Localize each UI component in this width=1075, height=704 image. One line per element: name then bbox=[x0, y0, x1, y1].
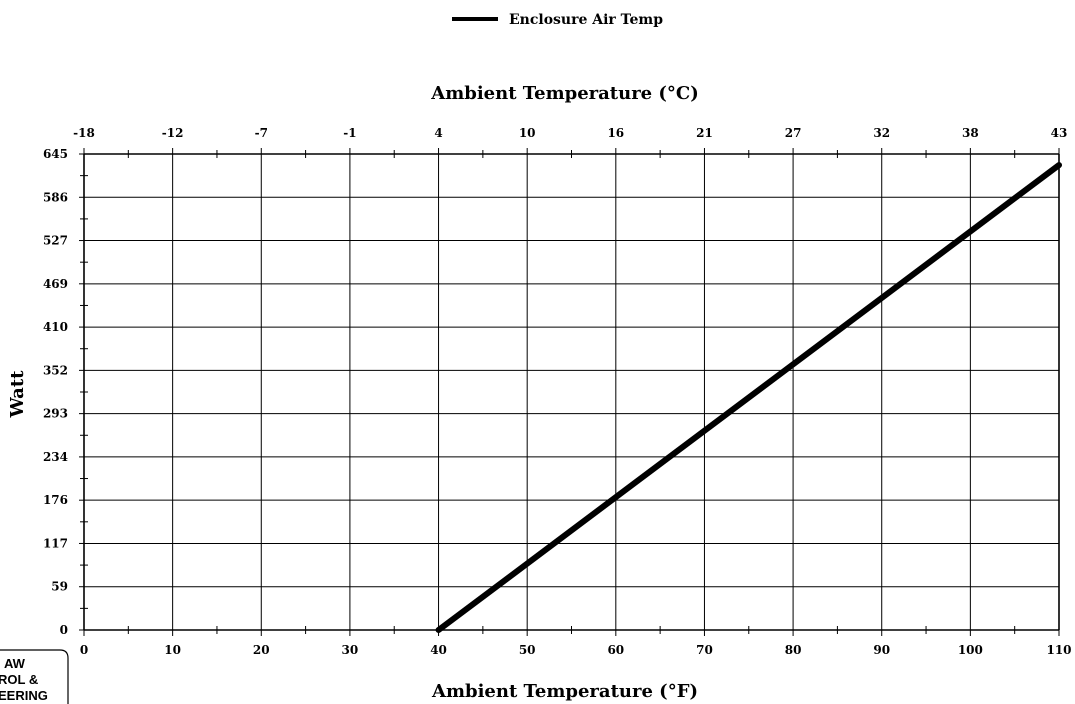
x-tick-label-c: -1 bbox=[343, 126, 356, 140]
tick-labels: 0 10 20 30 40 50 60 70 80 90 100 110-18 -12 -7 -1 4 10 16… bbox=[43, 126, 1072, 657]
company-logo: AW ROL & EERING bbox=[0, 649, 69, 704]
x-tick-label-c: 4 bbox=[434, 126, 442, 140]
y-tick-label: 469 bbox=[43, 277, 68, 291]
x-tick-label-f: 60 bbox=[607, 643, 624, 657]
x-tick-label-f: 30 bbox=[342, 643, 359, 657]
x-tick-label-f: 70 bbox=[696, 643, 713, 657]
legend-label: Enclosure Air Temp bbox=[509, 12, 663, 28]
x-tick-label-f: 90 bbox=[873, 643, 890, 657]
x-tick-label-f: 0 bbox=[80, 643, 88, 657]
x-tick-label-f: 20 bbox=[253, 643, 270, 657]
logo-line-2: ROL & bbox=[0, 672, 38, 687]
y-tick-label: 293 bbox=[43, 407, 68, 421]
y-axis-title: Watt bbox=[7, 370, 28, 419]
x-tick-label-c: 21 bbox=[696, 126, 713, 140]
x-tick-label-f: 80 bbox=[785, 643, 802, 657]
x-tick-label-c: -12 bbox=[162, 126, 184, 140]
x-tick-label-f: 110 bbox=[1046, 643, 1071, 657]
x-tick-label-c: 38 bbox=[962, 126, 979, 140]
grid bbox=[83, 153, 1060, 631]
y-tick-label: 527 bbox=[43, 234, 68, 248]
axis-ticks bbox=[79, 148, 1060, 636]
x-tick-label-c: -7 bbox=[255, 126, 268, 140]
series-line-enclosure-air-temp bbox=[435, 162, 1062, 633]
y-tick-label: 117 bbox=[43, 536, 68, 550]
x-tick-label-f: 10 bbox=[164, 643, 181, 657]
y-tick-label: 410 bbox=[43, 320, 68, 334]
y-tick-label: 59 bbox=[51, 580, 68, 594]
logo-line-3: EERING bbox=[0, 688, 48, 703]
y-tick-label: 0 bbox=[60, 623, 68, 637]
y-tick-label: 586 bbox=[43, 190, 68, 204]
x-tick-label-c: 43 bbox=[1051, 126, 1068, 140]
x-tick-label-c: 32 bbox=[873, 126, 890, 140]
x-tick-label-c: 16 bbox=[607, 126, 624, 140]
y-tick-label: 176 bbox=[43, 493, 68, 507]
x-tick-label-c: -18 bbox=[73, 126, 95, 140]
top-axis-title: Ambient Temperature (°C) bbox=[430, 83, 699, 104]
x-tick-label-c: 27 bbox=[785, 126, 802, 140]
series bbox=[435, 162, 1062, 633]
logo-line-1: AW bbox=[4, 656, 26, 671]
y-tick-label: 352 bbox=[43, 363, 68, 377]
x-tick-label-f: 40 bbox=[430, 643, 447, 657]
x-tick-label-f: 100 bbox=[958, 643, 983, 657]
x-tick-label-c: 10 bbox=[519, 126, 536, 140]
y-tick-label: 234 bbox=[43, 450, 68, 464]
x-tick-label-f: 50 bbox=[519, 643, 536, 657]
y-tick-label: 645 bbox=[43, 147, 68, 161]
bottom-axis-title: Ambient Temperature (°F) bbox=[431, 681, 698, 702]
